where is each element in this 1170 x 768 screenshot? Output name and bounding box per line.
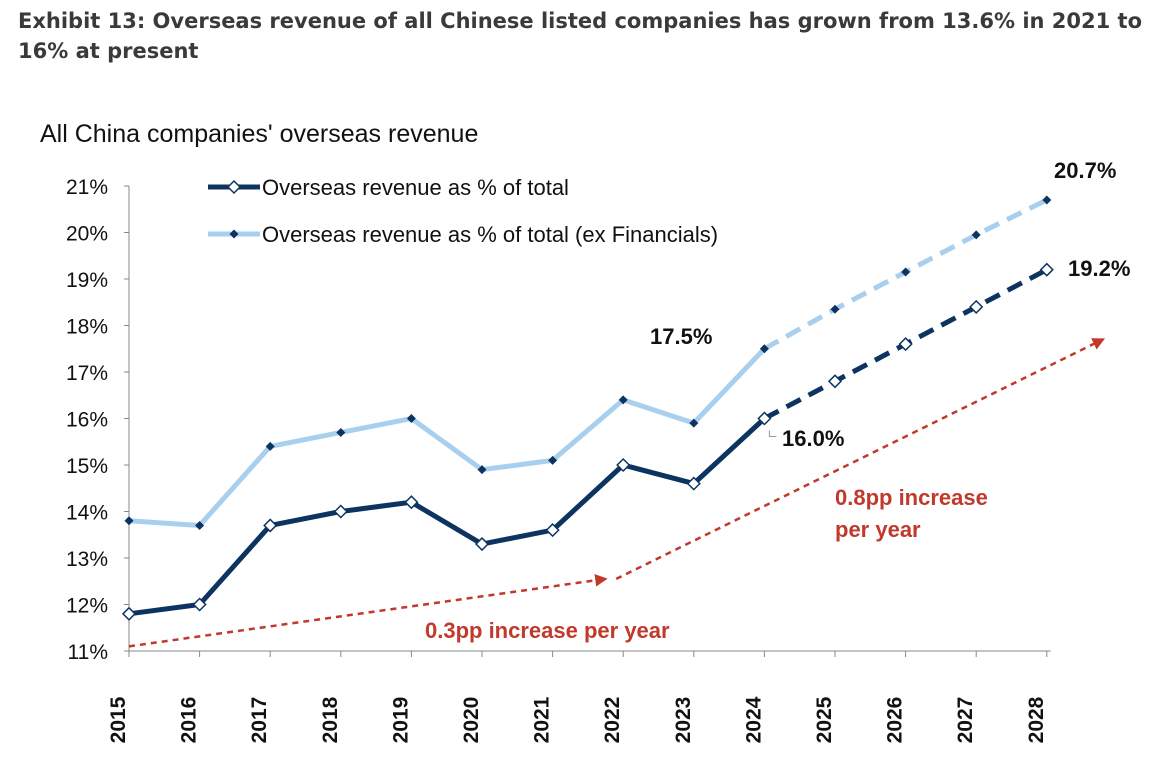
chart-title: All China companies' overseas revenue [40,120,478,148]
x-tick-label: 2021 [531,696,554,743]
data-point [830,304,840,314]
leader-line [768,430,777,437]
annotation-label: 0.3pp increase per year [425,618,670,643]
y-tick-label: 16% [66,409,108,432]
data-point [827,374,843,389]
data-label: 20.7% [1054,158,1116,183]
trend-arrow [128,574,608,648]
data-point [1039,262,1054,277]
y-tick-label: 20% [66,223,108,246]
x-tick-label: 2015 [107,696,130,743]
legend-marker [226,179,242,195]
data-point [192,597,207,612]
x-tick-label: 2019 [389,697,412,744]
data-point [474,536,490,552]
data-point [336,427,346,437]
data-point [616,457,631,473]
data-point [545,523,560,538]
annotation-label: per year [835,517,921,542]
data-point [121,606,137,621]
legend-label: Overseas revenue as % of total [262,175,569,200]
x-tick-label: 2026 [884,697,907,744]
data-label: 19.2% [1068,256,1130,281]
y-tick-label: 17% [66,362,108,385]
data-point [689,418,699,428]
data-point [971,230,981,240]
exhibit-title: Exhibit 13: Overseas revenue of all Chin… [18,9,1143,63]
data-point [686,476,701,491]
x-tick-label: 2025 [813,696,836,743]
data-label: 16.0% [782,426,844,451]
x-tick-label: 2024 [742,696,765,743]
y-tick-label: 21% [66,176,108,199]
legend-marker [229,229,239,239]
series-line-actual [128,416,767,617]
y-tick-label: 15% [66,455,108,478]
data-point [548,455,558,465]
x-tick-label: 2027 [954,697,977,744]
data-point [757,411,772,426]
y-tick-label: 14% [66,502,108,525]
y-tick-label: 11% [68,641,108,664]
data-point [1042,195,1052,205]
x-tick-label: 2022 [601,697,624,744]
data-point [969,299,984,314]
x-tick-label: 2016 [178,697,201,744]
data-point [333,504,348,519]
data-point [406,414,416,423]
x-tick-label: 2018 [319,696,342,743]
data-point [263,518,278,533]
series-line-actual [128,347,767,528]
data-point [124,516,134,526]
y-tick-label: 12% [66,595,108,618]
x-tick-label: 2028 [1025,696,1048,743]
x-tick-label: 2020 [460,697,483,744]
data-point [618,395,628,405]
data-label: 17.5% [650,324,712,349]
y-tick-label: 19% [66,269,108,292]
annotation-label: 0.8pp increase [835,485,988,510]
data-point [898,337,913,352]
x-tick-label: 2023 [672,697,695,744]
data-point [265,441,275,451]
x-tick-label: 2017 [248,697,271,744]
data-point [901,267,911,277]
trend-arrow [615,338,1106,581]
data-point [404,495,419,510]
y-tick-label: 13% [66,548,108,571]
data-point [195,520,205,530]
y-tick-label: 18% [66,316,108,339]
data-point [477,465,487,475]
legend-label: Overseas revenue as % of total (ex Finan… [262,222,718,247]
data-point [759,344,769,354]
